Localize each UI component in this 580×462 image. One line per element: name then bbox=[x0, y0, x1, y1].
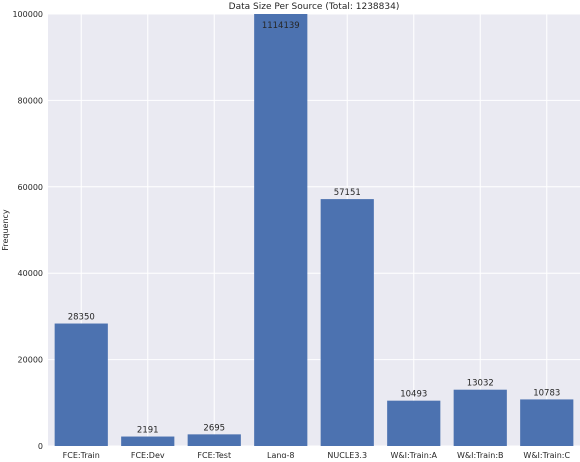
x-tick-label: FCE:Train bbox=[63, 451, 100, 458]
bar-data-label: 57151 bbox=[334, 188, 361, 198]
bar-data-label: 28350 bbox=[68, 313, 95, 323]
y-tick-label: 40000 bbox=[18, 269, 43, 278]
bar-data-label: 1114139 bbox=[262, 21, 300, 31]
x-tick-label: W&I:Train:C bbox=[523, 451, 570, 458]
bar bbox=[254, 14, 308, 446]
bar bbox=[187, 434, 241, 446]
y-tick-label: 60000 bbox=[18, 183, 43, 192]
y-tick-label: 100000 bbox=[12, 10, 43, 19]
bar bbox=[54, 323, 108, 446]
bars bbox=[54, 14, 574, 446]
plot-background bbox=[48, 14, 580, 446]
y-axis-label: Frequency bbox=[1, 209, 10, 251]
data-labels: 28350 2191 2695 1114139 57151 10493 13032 10783 bbox=[68, 21, 561, 436]
x-tick-labels: FCE:Train FCE:Dev FCE:Test Lang-8 NUCLE3.3 W&… bbox=[63, 451, 571, 460]
bar-data-label: 2695 bbox=[203, 423, 225, 433]
bar-data-label: 13032 bbox=[467, 379, 494, 389]
x-tick-label: W&I:Train:A bbox=[390, 451, 437, 458]
bar bbox=[387, 400, 441, 446]
bar-data-label: 10783 bbox=[533, 388, 560, 398]
y-tick-label: 80000 bbox=[18, 96, 43, 105]
x-tick-label: FCE:Dev bbox=[131, 451, 165, 458]
bar-data-label: 2191 bbox=[137, 426, 159, 436]
y-tick-labels: 0 20000 40000 60000 80000 100000 bbox=[12, 10, 43, 451]
x-tick-label: W&I:Train:B bbox=[457, 451, 504, 458]
bar bbox=[320, 199, 374, 446]
bar bbox=[453, 389, 507, 446]
x-tick-label: Lang-8 bbox=[267, 451, 294, 458]
bar bbox=[121, 436, 175, 446]
y-tick-label: 0 bbox=[38, 442, 43, 451]
chart-title: Data Size Per Source (Total: 1238834) bbox=[229, 2, 400, 12]
y-tick-label: 20000 bbox=[18, 356, 43, 365]
bar bbox=[520, 399, 574, 446]
x-tick-label: FCE:Test bbox=[197, 451, 231, 458]
bar-data-label: 10493 bbox=[400, 390, 427, 400]
x-tick-label: NUCLE3.3 bbox=[327, 451, 367, 458]
